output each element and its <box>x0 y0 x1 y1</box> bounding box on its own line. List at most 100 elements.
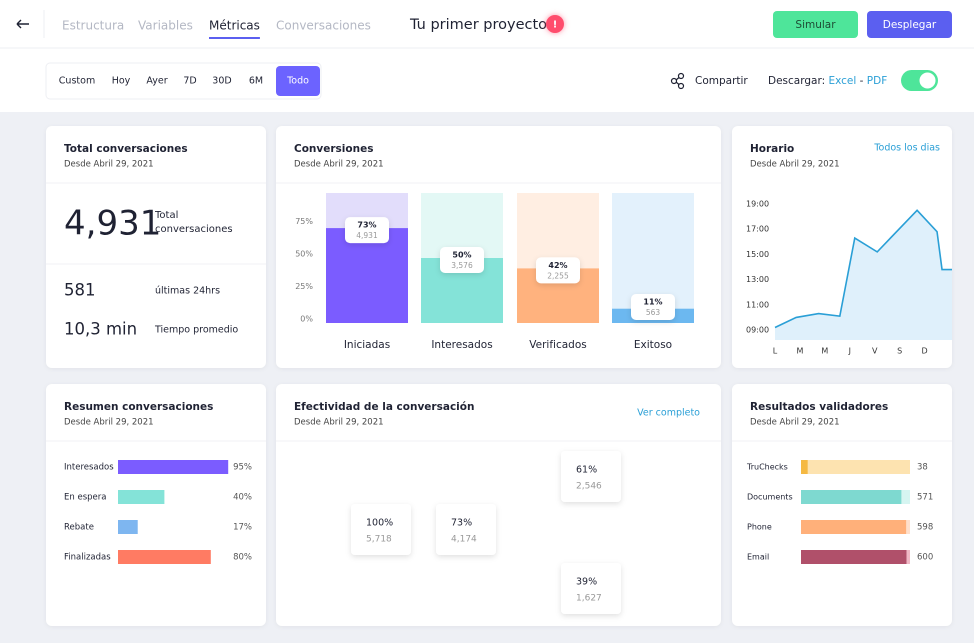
category-label: Documents <box>747 493 793 502</box>
category-label: Interesados <box>431 339 492 351</box>
active-range[interactable] <box>276 66 320 96</box>
y-tick-label: 09:00 <box>746 326 769 335</box>
nav-tab[interactable]: Variables <box>138 19 193 33</box>
bar <box>801 490 902 504</box>
node-count: 4,174 <box>451 535 477 545</box>
x-tick-label: S <box>897 347 902 356</box>
value-label: 50% <box>452 251 471 260</box>
y-tick-label: 15:00 <box>746 250 769 259</box>
flow-node <box>561 563 621 614</box>
bar-background <box>801 460 910 474</box>
value-label: 80% <box>233 553 252 563</box>
value-label: 38 <box>917 463 928 473</box>
range-option[interactable]: 30D <box>212 76 231 87</box>
range-option[interactable]: Ayer <box>146 76 167 87</box>
line <box>774 209 952 329</box>
card-subtitle: Desde Abril 29, 2021 <box>294 160 384 170</box>
card-subtitle: Desde Abril 29, 2021 <box>64 418 154 428</box>
value-label: 571 <box>917 493 933 503</box>
total-value: 4,931 <box>64 204 161 244</box>
button-label[interactable]: Desplegar <box>883 19 937 31</box>
range-option[interactable]: 7D <box>183 76 196 87</box>
value-pill <box>631 294 675 320</box>
range-option[interactable]: Hoy <box>112 76 131 87</box>
node-count: 2,546 <box>576 482 602 492</box>
value-label: 73% <box>357 221 376 230</box>
bar <box>118 490 165 504</box>
nav-tab[interactable]: Métricas <box>209 19 260 33</box>
card-subtitle: Desde Abril 29, 2021 <box>64 160 154 170</box>
range-option[interactable]: Todo <box>286 76 309 87</box>
category-label: Rebate <box>64 523 94 533</box>
card <box>46 126 266 368</box>
category-label: Finalizadas <box>64 553 111 563</box>
value-label: 42% <box>548 261 567 270</box>
node-percent: 100% <box>366 518 393 529</box>
format-link[interactable]: Excel <box>828 75 856 87</box>
category-label: En espera <box>64 493 106 503</box>
card-link[interactable]: Ver completo <box>637 408 700 419</box>
bar <box>801 520 907 534</box>
share-icon[interactable] <box>670 72 685 90</box>
value-label: 598 <box>917 523 933 533</box>
y-tick-label: 50% <box>295 250 313 259</box>
y-tick-label: 25% <box>295 282 313 291</box>
bar <box>801 460 808 474</box>
range-option[interactable]: 6M <box>249 76 263 87</box>
card-title: Resultados validadores <box>750 401 888 413</box>
bar <box>326 228 408 323</box>
back-arrow[interactable] <box>16 19 29 29</box>
y-tick-label: 75% <box>295 217 313 226</box>
category-label: Interesados <box>64 463 114 473</box>
node-percent: 61% <box>576 465 597 476</box>
card-title: Resumen conversaciones <box>64 401 213 413</box>
category-label: Verificados <box>529 339 586 351</box>
nav-tab[interactable]: Estructura <box>62 19 124 33</box>
value-pill <box>536 257 580 284</box>
button[interactable] <box>867 11 952 38</box>
value-pill <box>345 217 389 244</box>
y-tick-label: 17:00 <box>746 225 769 234</box>
format-separator: - <box>860 75 864 87</box>
node-count: 1,627 <box>576 594 602 604</box>
button[interactable] <box>773 11 858 38</box>
y-tick-label: 19:00 <box>746 200 769 209</box>
card <box>46 384 266 626</box>
category-label: Iniciadas <box>344 339 390 351</box>
card-subtitle: Desde Abril 29, 2021 <box>750 160 840 170</box>
node-percent: 73% <box>451 518 472 529</box>
card-title: Conversiones <box>294 143 373 155</box>
card-title: Efectividad de la conversación <box>294 401 474 413</box>
alert-badge[interactable] <box>546 15 564 33</box>
value-label: 95% <box>233 463 252 473</box>
x-tick-label: D <box>921 347 927 356</box>
button-label[interactable]: Simular <box>795 19 836 31</box>
download: Descargar: Excel - PDF <box>768 75 887 87</box>
card-subtitle: Desde Abril 29, 2021 <box>750 418 840 428</box>
stat-value: 581 <box>64 281 96 300</box>
flow-node <box>561 451 621 502</box>
node-percent: 39% <box>576 577 597 588</box>
y-tick-label: 13:00 <box>746 275 769 284</box>
download-label: Descargar: <box>768 75 825 87</box>
card-link[interactable]: Todos los dias <box>873 143 940 154</box>
range-option[interactable]: Custom <box>59 76 95 87</box>
format-link[interactable]: PDF <box>867 75 887 87</box>
bar <box>118 550 211 564</box>
value-label: 40% <box>233 493 252 503</box>
card-title: Total conversaciones <box>64 143 188 155</box>
category-label: TruChecks <box>746 463 788 472</box>
share-label[interactable]: Compartir <box>695 75 748 87</box>
stat-label: Tiempo promedio <box>154 325 238 336</box>
total-label-text: Total conversaciones <box>155 210 233 235</box>
nav-tab[interactable]: Conversaciones <box>276 19 371 33</box>
node-count: 5,718 <box>366 535 392 545</box>
card-subtitle: Desde Abril 29, 2021 <box>294 418 384 428</box>
y-tick-label: 0% <box>300 315 313 324</box>
x-tick-label: M <box>796 347 803 356</box>
bar <box>118 520 138 534</box>
toggle-knob <box>919 72 936 89</box>
x-tick-label: L <box>773 347 778 356</box>
count-label: 563 <box>646 308 661 317</box>
